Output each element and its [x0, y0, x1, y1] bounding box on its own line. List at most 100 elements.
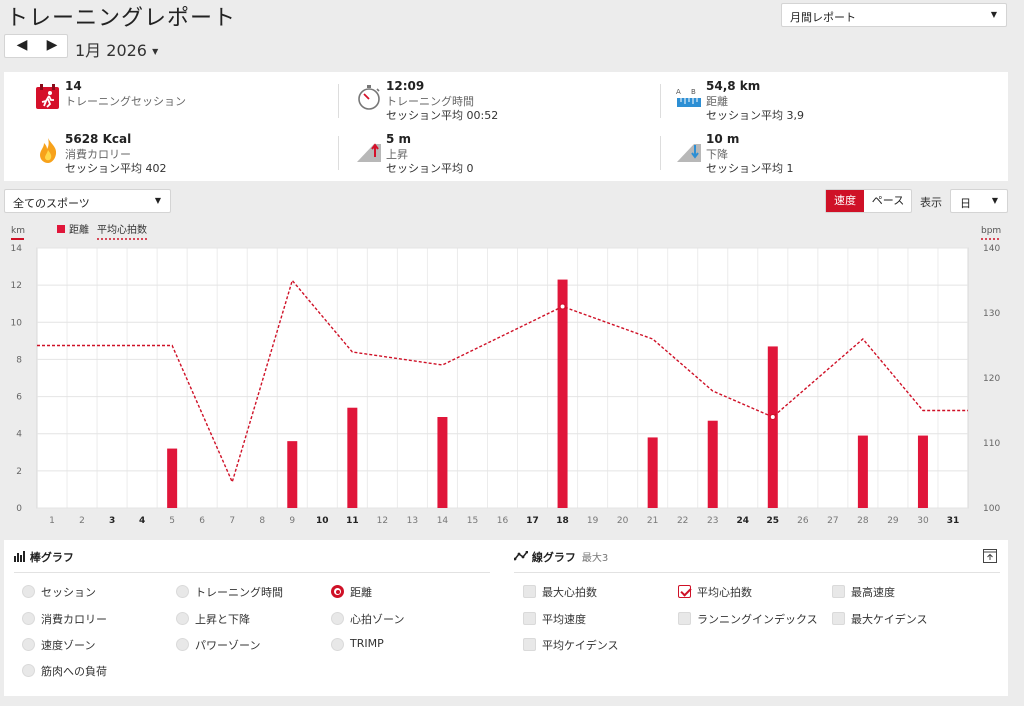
stat-ascent: 5 m 上昇 セッション平均 0 [356, 132, 656, 176]
bar-graph-title: 棒グラフ [29, 551, 74, 564]
stat-sub: セッション平均 0 [386, 162, 474, 175]
ascent-icon [357, 143, 381, 162]
pace-toggle-button[interactable]: ペース [871, 194, 905, 207]
x-tick-label: 21 [647, 516, 658, 526]
stat-calories: 5628 Kcal 消費カロリー セッション平均 402 [35, 132, 335, 176]
export-icon[interactable] [983, 549, 997, 563]
x-tick-label: 25 [767, 516, 780, 526]
x-tick-label: 29 [887, 516, 899, 526]
x-tick-label: 28 [857, 516, 869, 526]
checkbox[interactable] [832, 585, 845, 598]
divider [338, 84, 339, 118]
prev-month-button[interactable]: ◀ [16, 37, 28, 53]
stat-sessions: 14 トレーニングセッション [35, 79, 335, 123]
x-tick-label: 10 [316, 516, 329, 526]
x-tick-label: 26 [797, 516, 809, 526]
line-graph-subtitle: 最大3 [581, 553, 609, 564]
x-tick-label: 31 [947, 516, 960, 526]
flame-icon [40, 138, 57, 163]
chevron-down-icon: ▼ [991, 196, 998, 205]
next-month-button[interactable]: ▶ [46, 37, 58, 53]
speed-toggle-button[interactable]: 速度 [826, 190, 864, 212]
bar-chart-icon [14, 551, 25, 562]
distance-bar [167, 448, 178, 508]
svg-text:A: A [676, 88, 681, 96]
checkbox[interactable] [832, 612, 845, 625]
radio-button[interactable] [176, 612, 189, 625]
y-left-tick-label: 10 [11, 318, 23, 328]
report-type-select[interactable]: 月間レポート ▼ [781, 3, 1007, 27]
distance-bar [557, 279, 568, 508]
x-tick-label: 23 [707, 516, 718, 526]
distance-bar [707, 420, 718, 508]
y-left-tick-label: 0 [16, 504, 22, 514]
divider [338, 136, 339, 170]
x-tick-label: 22 [677, 516, 688, 526]
bar-graph-header: 棒グラフ [14, 549, 74, 565]
page-title: トレーニングレポート [6, 6, 237, 31]
checkbox[interactable] [523, 585, 536, 598]
y-left-tick-label: 8 [16, 355, 22, 365]
radio-button[interactable] [22, 585, 35, 598]
calendar-run-icon [36, 84, 59, 109]
stat-distance: A B 54,8 km 距離 セッション平均 3,9 [676, 79, 976, 123]
x-tick-label: 1 [49, 516, 55, 526]
chevron-down-icon: ▼ [154, 196, 161, 205]
plot-area [36, 247, 969, 509]
distance-bar [917, 435, 928, 508]
x-tick-label: 15 [467, 516, 478, 526]
x-tick-label: 14 [437, 516, 449, 526]
x-tick-label: 24 [736, 516, 749, 526]
x-tick-label: 4 [139, 516, 145, 526]
radio-button[interactable] [22, 612, 35, 625]
checkbox[interactable] [678, 612, 691, 625]
legend-distance-swatch [57, 225, 65, 233]
caret-down-icon: ▼ [152, 47, 159, 56]
stat-value: 5628 Kcal [65, 132, 132, 146]
left-unit-label: km [11, 226, 25, 236]
stat-label: 消費カロリー [65, 148, 131, 161]
radio-button[interactable] [331, 638, 344, 651]
month-select[interactable]: 1月 2026 ▼ [75, 37, 158, 61]
x-tick-label: 8 [259, 516, 265, 526]
radio-button-selected[interactable] [331, 585, 344, 598]
x-tick-label: 7 [229, 516, 235, 526]
radio-button[interactable] [331, 612, 344, 625]
distance-bar [857, 435, 868, 508]
radio-button[interactable] [176, 585, 189, 598]
checkbox[interactable] [523, 638, 536, 651]
legend-distance-label: 距離 [69, 223, 89, 236]
line-chart-icon [513, 550, 529, 561]
avg-hr-point [559, 303, 566, 310]
divider [14, 572, 490, 573]
radio-button[interactable] [22, 638, 35, 651]
y-left-tick-label: 4 [16, 430, 22, 440]
radio-button[interactable] [176, 638, 189, 651]
stat-sub: セッション平均 3,9 [706, 109, 804, 122]
stat-sub: セッション平均 1 [706, 162, 794, 175]
x-tick-label: 13 [407, 516, 418, 526]
distance-bar [647, 437, 658, 508]
x-tick-label: 16 [497, 516, 509, 526]
checkbox[interactable] [523, 612, 536, 625]
line-graph-title: 線グラフ [531, 551, 576, 564]
avg-hr-line [37, 279, 968, 485]
x-tick-label: 6 [199, 516, 205, 526]
svg-text:B: B [691, 88, 696, 96]
radio-button[interactable] [22, 664, 35, 677]
x-tick-label: 11 [346, 516, 359, 526]
stat-value: 5 m [386, 132, 412, 146]
distance-bar [287, 441, 298, 508]
distance-bar [437, 417, 448, 508]
stat-sub: セッション平均 402 [65, 162, 167, 175]
y-right-tick-label: 110 [983, 439, 1000, 449]
divider [660, 84, 661, 118]
distance-bar [347, 407, 358, 508]
checkbox-checked[interactable] [678, 585, 691, 598]
y-right-tick-label: 130 [983, 309, 1000, 319]
display-period-select[interactable]: 日 ▼ [950, 189, 1008, 213]
stat-sub: セッション平均 00:52 [386, 109, 499, 122]
graph-options-panel: 棒グラフ 線グラフ 最大3 セッション トレーニング時間 距離 消費カロリー 上昇… [4, 540, 1008, 696]
sport-filter-select[interactable]: 全てのスポーツ ▼ [4, 189, 171, 213]
